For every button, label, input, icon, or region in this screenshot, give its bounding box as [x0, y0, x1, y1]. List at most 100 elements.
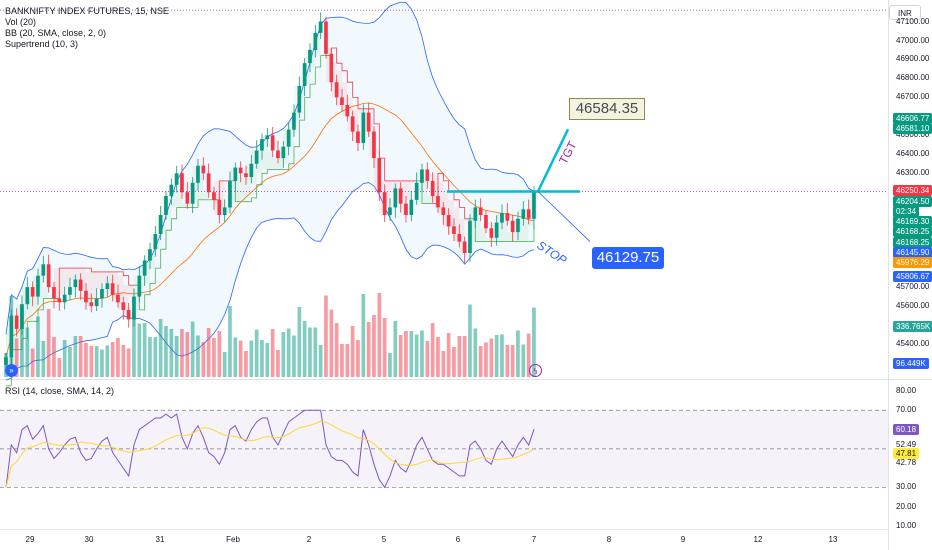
volume-bar [121, 345, 126, 377]
supertrend-fill [464, 218, 470, 221]
supertrend-fill [192, 165, 198, 200]
candle-body [180, 173, 184, 193]
supertrend-fill [6, 315, 12, 350]
candle-body [142, 260, 147, 276]
candle-body [148, 249, 152, 261]
supertrend-fill [43, 287, 49, 299]
price-tick-label: 47100.00 [896, 16, 930, 26]
stop-label[interactable]: 46129.75 [592, 247, 664, 269]
volume-bar [249, 340, 254, 377]
volume-bar [20, 306, 24, 377]
supertrend-fill [27, 296, 33, 322]
price-tick-label: 47000.00 [896, 35, 930, 45]
supertrend-fill [400, 180, 406, 216]
candle-body [57, 298, 62, 303]
candle-body [457, 234, 462, 242]
supertrend-line [315, 55, 322, 68]
supertrend-fill [91, 271, 97, 299]
volume-bar [393, 321, 398, 377]
supertrend-fill [134, 275, 140, 310]
supertrend-fill [128, 285, 134, 297]
time-tick-label: Feb [226, 535, 240, 544]
volume-bar [489, 338, 494, 377]
supertrend-fill [486, 237, 492, 242]
candle-body [276, 150, 280, 159]
supertrend-fill [438, 180, 444, 216]
volume-bar [238, 340, 243, 377]
legend-vol[interactable]: Vol (20) [5, 17, 37, 27]
volume-bar [222, 352, 227, 377]
supertrend-fill [96, 271, 102, 289]
price-tag: 02:34 [893, 206, 920, 217]
rsi-tag: 52.49 [896, 439, 917, 449]
supertrend-fill [38, 264, 44, 299]
candle-body [89, 302, 94, 307]
rsi-tag: 60.18 [893, 423, 920, 435]
price-tick-label: 46900.00 [896, 54, 930, 64]
goto-start-icon[interactable]: » [5, 364, 18, 377]
candle-body [505, 213, 510, 221]
flash-icon[interactable]: ϟ [529, 364, 542, 377]
bb-basis-line [5, 102, 535, 358]
price-tag: 46168.25 [893, 237, 932, 248]
volume-bar [196, 335, 200, 377]
target-label[interactable]: 46584.35 [569, 98, 645, 120]
volume-bar [78, 336, 83, 377]
supertrend-fill [75, 268, 81, 291]
volume-bar [329, 309, 334, 377]
supertrend-fill [64, 268, 70, 288]
supertrend-line [294, 120, 300, 148]
volume-bar [62, 340, 67, 377]
candle-body [436, 196, 440, 208]
candle-body [110, 283, 115, 295]
price-tag: 46145.90 [893, 247, 932, 258]
volume-bar [14, 338, 19, 377]
supertrend-fill [315, 21, 321, 56]
supertrend-fill [342, 82, 348, 117]
candle-body [489, 228, 494, 238]
volume-bar [500, 334, 504, 377]
supertrend-line [166, 218, 172, 231]
supertrend-fill [107, 271, 113, 295]
supertrend-fill [491, 222, 497, 242]
candle-body [73, 279, 78, 288]
volume-bar [404, 331, 408, 377]
supertrend-fill [336, 70, 342, 105]
legend-rsi[interactable]: RSI (14, close, SMA, 14, 2) [5, 386, 115, 396]
volume-bar [478, 346, 483, 377]
supertrend-fill [171, 173, 177, 208]
supertrend-fill [214, 180, 220, 216]
volume-bar [137, 323, 142, 377]
candle-body [521, 209, 526, 219]
supertrend-fill [448, 199, 454, 234]
candle-body [105, 283, 110, 289]
time-tick-label: 30 [84, 535, 94, 544]
candle-body [318, 21, 323, 33]
supertrend-fill [267, 150, 273, 170]
candle-body [430, 180, 435, 197]
price-tag: 46581.10 [893, 123, 932, 134]
legend-supertrend[interactable]: Supertrend (10, 3) [5, 39, 79, 49]
supertrend-fill [507, 232, 513, 242]
candle-body [174, 173, 179, 185]
bb-upper-line [5, 1, 535, 335]
supertrend-fill [118, 275, 124, 310]
legend-bb[interactable]: BB (20, SMA, close, 2, 0) [5, 28, 107, 38]
supertrend-line [160, 230, 167, 250]
supertrend-fill [470, 207, 476, 242]
rsi-sma-line [5, 420, 535, 488]
supertrend-fill [54, 268, 60, 303]
supertrend-fill [187, 182, 193, 208]
candle-body [153, 234, 158, 250]
candle-body [265, 135, 270, 140]
supertrend-line [150, 268, 156, 284]
supertrend-fill [246, 163, 252, 198]
time-tick-label: 29 [25, 535, 35, 544]
currency-button[interactable]: INR [889, 5, 921, 20]
supertrend-fill [160, 196, 166, 231]
volume-bar [153, 337, 158, 377]
volume-bar [233, 337, 238, 377]
candle-body [356, 131, 360, 143]
volume-bar [313, 327, 318, 377]
